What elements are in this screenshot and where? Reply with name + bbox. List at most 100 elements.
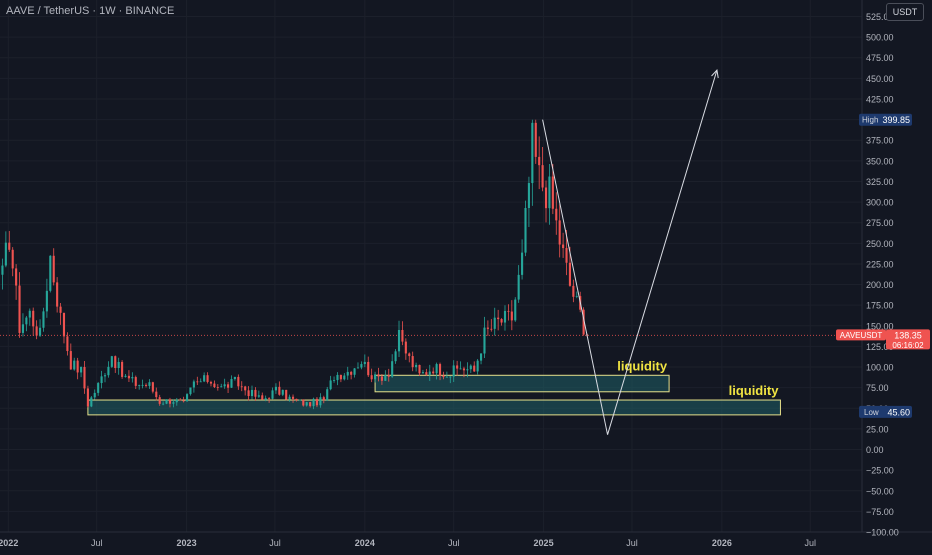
candle-body <box>124 375 127 377</box>
candle <box>425 368 428 376</box>
candle-body <box>377 374 380 377</box>
candle <box>562 232 565 258</box>
candle-body <box>490 328 493 330</box>
candle <box>83 361 86 394</box>
candle-body <box>52 255 55 283</box>
candle <box>131 372 134 383</box>
price-tick-label: 375.00 <box>866 136 894 146</box>
candle-body <box>11 249 14 269</box>
candle <box>25 315 28 332</box>
candle-body <box>394 351 397 362</box>
candle <box>507 304 510 321</box>
candle-body <box>462 368 466 371</box>
candle <box>62 312 66 344</box>
candle-body <box>42 311 45 328</box>
candle <box>401 321 404 346</box>
candle-body <box>257 395 260 397</box>
candle <box>336 372 339 386</box>
candle-body <box>73 360 76 370</box>
candle <box>572 279 575 303</box>
candle <box>363 354 366 368</box>
candle-body <box>86 388 89 407</box>
candle <box>490 319 493 332</box>
candle-body <box>165 399 168 404</box>
candle <box>278 381 281 396</box>
candle <box>1 258 4 290</box>
candle-body <box>233 376 236 380</box>
candle <box>534 119 537 164</box>
candle-body <box>418 364 421 374</box>
candle <box>114 355 117 373</box>
candle-body <box>247 390 250 397</box>
candle-body <box>244 386 247 391</box>
candle-body <box>476 360 479 372</box>
candle-body <box>223 384 226 387</box>
candle <box>189 387 192 396</box>
candle <box>93 389 96 400</box>
candle <box>442 371 445 380</box>
candle <box>295 398 298 402</box>
candle-body <box>278 386 281 395</box>
symbol-title[interactable]: AAVE / TetherUS · 1W · BINANCE <box>6 5 175 17</box>
candle <box>244 385 247 396</box>
candle-body <box>189 387 192 395</box>
candle-body <box>401 330 404 342</box>
candle <box>117 357 120 375</box>
candle <box>360 361 363 370</box>
candle <box>544 180 548 223</box>
candle-body <box>155 391 158 398</box>
candle-body <box>117 361 120 369</box>
candle <box>387 368 390 382</box>
candle <box>49 255 52 293</box>
low-badge: Low 45.60 <box>859 405 912 418</box>
price-tick-label: −75.00 <box>866 507 894 517</box>
grid-layer <box>0 334 862 336</box>
price-tick-label: 500.00 <box>866 33 894 43</box>
candle <box>247 386 250 401</box>
candle <box>476 359 479 375</box>
liquidity-zones[interactable]: liquidity liquidity <box>87 358 781 416</box>
candle-body <box>4 242 7 266</box>
candle <box>541 146 544 192</box>
candle <box>404 338 407 360</box>
candle-body <box>90 397 93 407</box>
low-badge-label: Low <box>864 408 879 417</box>
candle-body <box>544 187 548 209</box>
candle-body <box>254 389 257 397</box>
price-tick-label: 350.00 <box>866 156 894 166</box>
time-tick-label: 2026 <box>712 538 732 548</box>
candle <box>503 305 507 331</box>
candle <box>343 373 346 381</box>
price-tick-label: 75.00 <box>866 383 889 393</box>
candle-body <box>182 400 185 402</box>
candle <box>165 399 168 405</box>
candle-body <box>144 384 148 386</box>
candle <box>86 385 89 408</box>
candle-body <box>288 396 291 400</box>
candle-body <box>59 306 62 313</box>
candle <box>196 376 199 385</box>
time-tick-label: Jul <box>626 538 638 548</box>
candle-body <box>196 381 199 383</box>
candle <box>213 380 216 388</box>
candle-body <box>315 398 319 406</box>
drawings-layer[interactable] <box>542 69 719 435</box>
candle-body <box>565 248 568 263</box>
price-tick-label: 225.00 <box>866 259 894 269</box>
candle-body <box>524 208 527 253</box>
time-axis[interactable]: 2022 Jul 2023 Jul 2024 Jul 2025 Jul 2026 Jul <box>0 538 816 548</box>
candle <box>408 352 411 363</box>
candle <box>370 368 373 383</box>
candle <box>281 389 284 397</box>
candle-body <box>483 327 486 354</box>
currency-button[interactable]: USDT <box>886 3 924 21</box>
candle-body <box>18 285 21 333</box>
candle-body <box>541 165 544 188</box>
candle-body <box>295 398 298 401</box>
candle <box>486 320 489 336</box>
candle-body <box>442 375 445 378</box>
candle-body <box>421 372 425 374</box>
candle <box>421 369 425 374</box>
